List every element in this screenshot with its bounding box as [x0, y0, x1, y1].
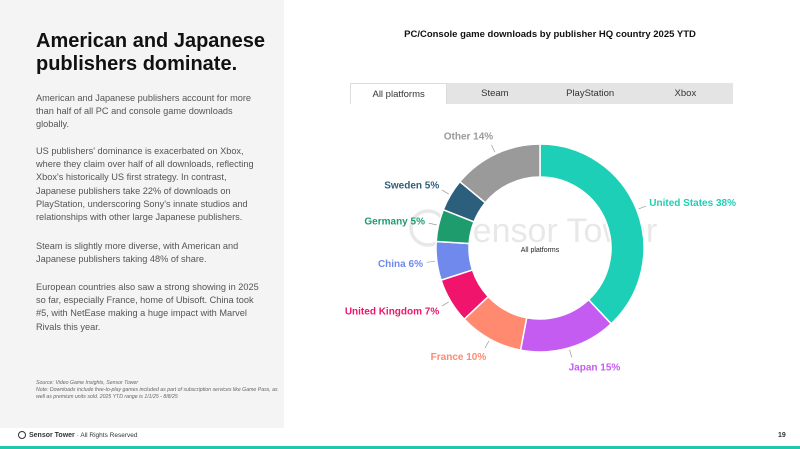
- leader-line: [426, 260, 435, 263]
- slice-label-other: Other 14%: [444, 131, 494, 142]
- page-headline: American and Japanese publishers dominat…: [36, 30, 265, 75]
- footer-brand: Sensor Tower: [29, 431, 75, 439]
- tab-xbox[interactable]: Xbox: [674, 88, 697, 99]
- paragraph-3: Steam is slightly more diverse, with Ame…: [36, 241, 239, 265]
- leader-line: [441, 301, 449, 307]
- paragraph-4: European countries also saw a strong sho…: [36, 282, 259, 332]
- slice-label-germany: Germany 5%: [364, 216, 425, 227]
- footer-accent-bar: [0, 446, 800, 449]
- leader-line: [638, 205, 647, 210]
- footnote: Note: Downloads include free-to-play gam…: [36, 387, 278, 400]
- tab-all-platforms[interactable]: All platforms: [350, 83, 448, 104]
- leader-line: [491, 144, 496, 153]
- platform-tabs: All platforms Steam PlayStation Xbox: [350, 83, 733, 104]
- slice-label-sweden: Sweden 5%: [384, 180, 439, 191]
- slice-label-united-kingdom: United Kingdom 7%: [345, 307, 440, 318]
- slice-label-united-states: United States 38%: [649, 198, 736, 209]
- donut-slice-united-states: [539, 143, 645, 325]
- sensor-tower-logo-icon: [18, 431, 26, 439]
- slice-label-japan: Japan 15%: [569, 363, 621, 374]
- leader-line: [441, 189, 449, 195]
- page-number: 19: [778, 432, 786, 439]
- leader-line: [569, 349, 573, 358]
- leader-line: [428, 222, 437, 226]
- paragraph-1: American and Japanese publishers account…: [36, 93, 252, 130]
- donut-center-label: All platforms: [521, 247, 560, 254]
- leader-line: [484, 340, 490, 349]
- slice-label-china: China 6%: [378, 259, 423, 270]
- source-note: Source: Video Game Insights, Sensor Towe…: [36, 380, 139, 386]
- slice-label-france: France 10%: [431, 352, 487, 363]
- text-panel: [0, 0, 284, 428]
- donut-slice-other: [458, 143, 541, 204]
- tab-steam[interactable]: Steam: [481, 88, 509, 99]
- footer-logo: Sensor Tower · All Rights Reserved: [18, 431, 137, 439]
- footer-rights: · All Rights Reserved: [76, 431, 138, 439]
- tab-playstation[interactable]: PlayStation: [566, 88, 615, 99]
- chart-title: PC/Console game downloads by publisher H…: [404, 29, 696, 40]
- paragraph-2: US publishers' dominance is exacerbated …: [36, 146, 254, 223]
- donut-chart: Sensor Tower United States 38%Japan 15%F…: [345, 131, 736, 374]
